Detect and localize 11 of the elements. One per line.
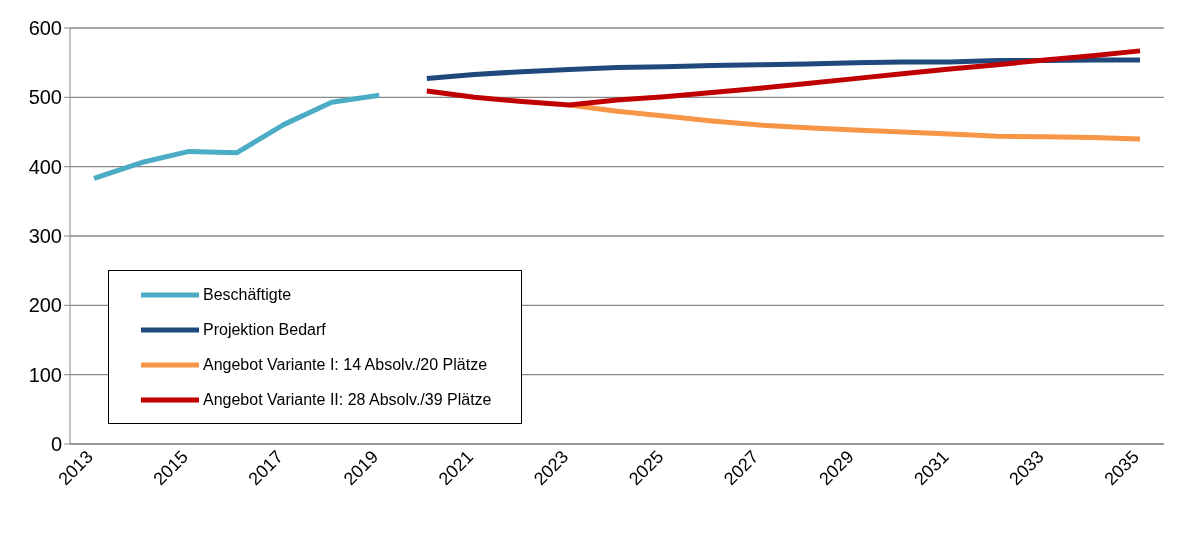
y-tick-label: 0 (50, 433, 62, 456)
legend-label: Angebot Variante I: 14 Absolv./20 Plätze (203, 355, 488, 374)
legend-label: Projektion Bedarf (203, 320, 326, 339)
y-tick-label: 400 (28, 155, 62, 178)
y-tick-label: 500 (28, 86, 62, 109)
y-tick-label: 200 (28, 294, 62, 317)
legend-label: Angebot Variante II: 28 Absolv./39 Plätze (203, 390, 492, 409)
legend-label: Beschäftigte (203, 285, 292, 304)
y-tick-label: 600 (28, 17, 62, 40)
y-tick-label: 300 (28, 225, 62, 248)
y-tick-label: 100 (28, 363, 62, 386)
